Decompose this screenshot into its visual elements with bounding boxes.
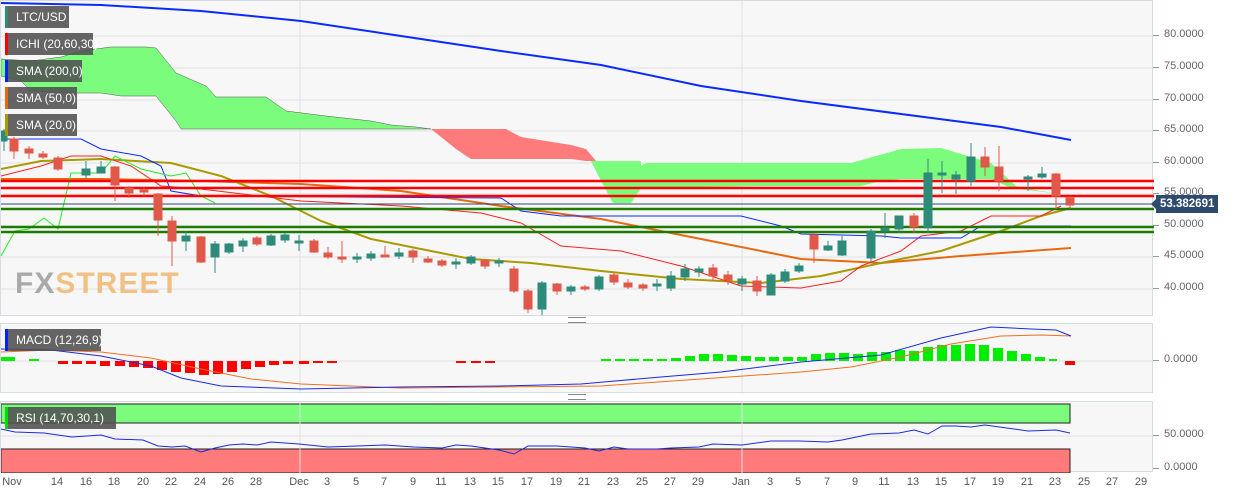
- macd-axis-label: 0.0000: [1164, 353, 1198, 365]
- price-label: 75.0000: [1164, 60, 1204, 72]
- date-label: 17: [520, 476, 534, 488]
- price-label: 80.0000: [1164, 28, 1204, 40]
- date-label: 20: [136, 476, 150, 488]
- date-label: 23: [1048, 476, 1062, 488]
- current-price-tag: 53.382691: [1150, 195, 1219, 213]
- price-label: 70.0000: [1164, 92, 1204, 104]
- date-label: 25: [635, 476, 649, 488]
- legend-sma-20[interactable]: SMA (20,0): [5, 114, 77, 136]
- date-label: Jan: [732, 476, 750, 488]
- panel-resize-handle[interactable]: [568, 317, 586, 323]
- date-label: 26: [221, 476, 235, 488]
- date-label: 19: [991, 476, 1005, 488]
- fxstreet-watermark: FXSTREET: [15, 267, 180, 300]
- date-label: 25: [1077, 476, 1091, 488]
- date-label: 5: [794, 476, 802, 488]
- price-label: 60.0000: [1164, 155, 1204, 167]
- legend-rsi[interactable]: RSI (14,70,30,1): [5, 407, 116, 429]
- rsi-axis-label: 50.0000: [1164, 428, 1204, 440]
- date-label: 27: [663, 476, 677, 488]
- date-label: 15: [934, 476, 948, 488]
- date-label: 29: [691, 476, 705, 488]
- date-label: 22: [164, 476, 178, 488]
- date-label: 9: [851, 476, 859, 488]
- legend-macd[interactable]: MACD (12,26,9): [5, 329, 103, 351]
- date-label: 23: [606, 476, 620, 488]
- date-label: 19: [549, 476, 563, 488]
- legend-ltcusd[interactable]: LTC/USD: [5, 6, 69, 28]
- date-label: 5: [352, 476, 360, 488]
- date-label: 18: [107, 476, 121, 488]
- date-label: 17: [963, 476, 977, 488]
- date-label: 24: [193, 476, 207, 488]
- price-label: 45.0000: [1164, 249, 1204, 261]
- macd-canvas: [1, 324, 1154, 394]
- date-label: 27: [1105, 476, 1119, 488]
- date-label: 11: [878, 476, 890, 488]
- date-label: Dec: [289, 476, 309, 488]
- rsi-axis-label: 0.0000: [1164, 461, 1198, 473]
- date-label: 21: [1020, 476, 1034, 488]
- price-chart-panel[interactable]: FXSTREET LTC/USD ICHI (20,60,30) SMA (20…: [0, 0, 1154, 317]
- date-label: 3: [766, 476, 774, 488]
- date-label: 14: [50, 476, 64, 488]
- date-label: 16: [79, 476, 93, 488]
- date-label: 11: [435, 476, 447, 488]
- date-label: 28: [249, 476, 263, 488]
- date-label: 13: [463, 476, 477, 488]
- panel-resize-handle[interactable]: [568, 394, 586, 400]
- price-label: 40.0000: [1164, 281, 1204, 293]
- date-label: 29: [1134, 476, 1148, 488]
- legend-ichimoku[interactable]: ICHI (20,60,30): [5, 33, 98, 55]
- date-label: 13: [906, 476, 920, 488]
- price-chart-canvas: [1, 1, 1154, 317]
- macd-panel[interactable]: MACD (12,26,9): [0, 323, 1154, 394]
- legend-sma-50[interactable]: SMA (50,0): [5, 87, 77, 109]
- date-label: 9: [409, 476, 417, 488]
- rsi-canvas: [1, 402, 1154, 473]
- rsi-panel[interactable]: RSI (14,70,30,1): [0, 401, 1154, 473]
- date-label: 7: [380, 476, 388, 488]
- legend-sma-200[interactable]: SMA (200,0): [5, 60, 83, 82]
- price-label: 50.0000: [1164, 218, 1204, 230]
- date-label: Nov: [2, 476, 22, 488]
- date-label: 7: [823, 476, 831, 488]
- date-label: 3: [323, 476, 331, 488]
- price-label: 65.0000: [1164, 123, 1204, 135]
- date-label: 15: [491, 476, 505, 488]
- date-label: 21: [577, 476, 591, 488]
